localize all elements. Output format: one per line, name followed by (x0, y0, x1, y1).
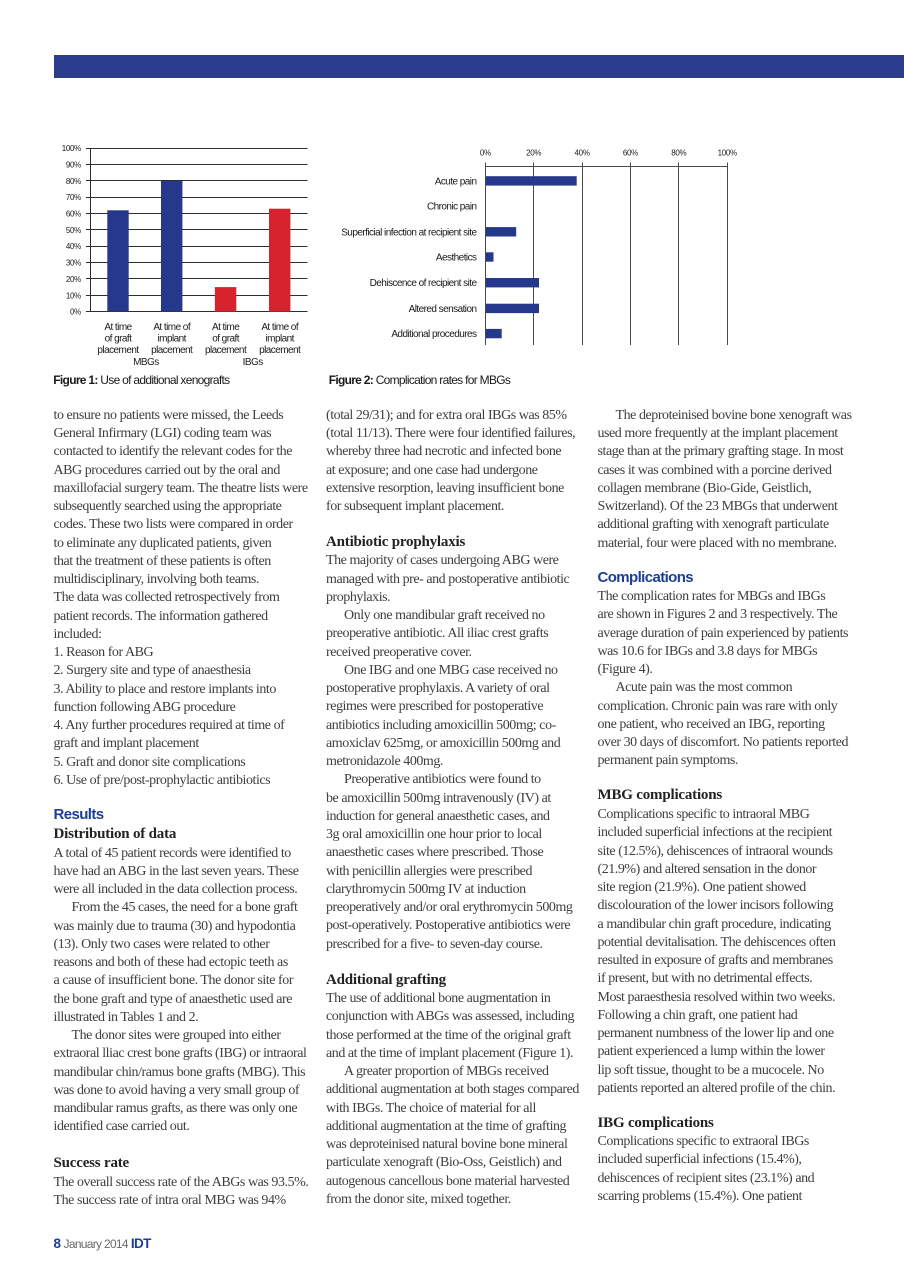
svg-text:100%: 100% (62, 144, 81, 153)
svg-text:90%: 90% (66, 161, 81, 170)
svg-text:100%: 100% (718, 148, 737, 157)
svg-text:implant: implant (266, 333, 295, 344)
svg-text:10%: 10% (66, 291, 81, 300)
svg-text:20%: 20% (66, 275, 81, 284)
svg-text:80%: 80% (671, 148, 686, 157)
svg-text:40%: 40% (575, 148, 590, 157)
svg-text:placement: placement (259, 345, 301, 356)
svg-text:placement: placement (151, 345, 193, 356)
svg-text:of graft: of graft (105, 333, 132, 344)
svg-text:80%: 80% (66, 177, 81, 186)
svg-text:Altered sensation: Altered sensation (409, 304, 477, 315)
svg-text:40%: 40% (66, 242, 81, 251)
svg-text:At time of: At time of (153, 322, 191, 333)
svg-text:placement: placement (97, 345, 139, 356)
svg-text:MBGs: MBGs (133, 357, 159, 368)
svg-text:50%: 50% (66, 226, 81, 235)
svg-text:of graft: of graft (212, 333, 239, 344)
svg-text:20%: 20% (526, 148, 541, 157)
svg-text:Additional procedures: Additional procedures (391, 329, 477, 340)
svg-text:Acute pain: Acute pain (435, 176, 477, 187)
svg-text:Superficial infection at recip: Superficial infection at recipient site (341, 227, 477, 238)
svg-text:70%: 70% (66, 193, 81, 202)
svg-text:At time of: At time of (261, 322, 299, 333)
svg-text:Dehiscence of recipient site: Dehiscence of recipient site (370, 278, 478, 289)
svg-text:At time: At time (104, 322, 132, 333)
svg-text:0%: 0% (70, 308, 81, 317)
svg-text:placement: placement (205, 345, 247, 356)
svg-text:30%: 30% (66, 259, 81, 268)
svg-text:At time: At time (212, 322, 240, 333)
svg-text:IBGs: IBGs (243, 357, 264, 368)
svg-text:implant: implant (158, 333, 187, 344)
svg-text:60%: 60% (623, 148, 638, 157)
svg-text:Aesthetics: Aesthetics (436, 253, 477, 264)
svg-text:Chronic pain: Chronic pain (427, 202, 477, 213)
svg-text:0%: 0% (480, 148, 491, 157)
svg-text:60%: 60% (66, 210, 81, 219)
